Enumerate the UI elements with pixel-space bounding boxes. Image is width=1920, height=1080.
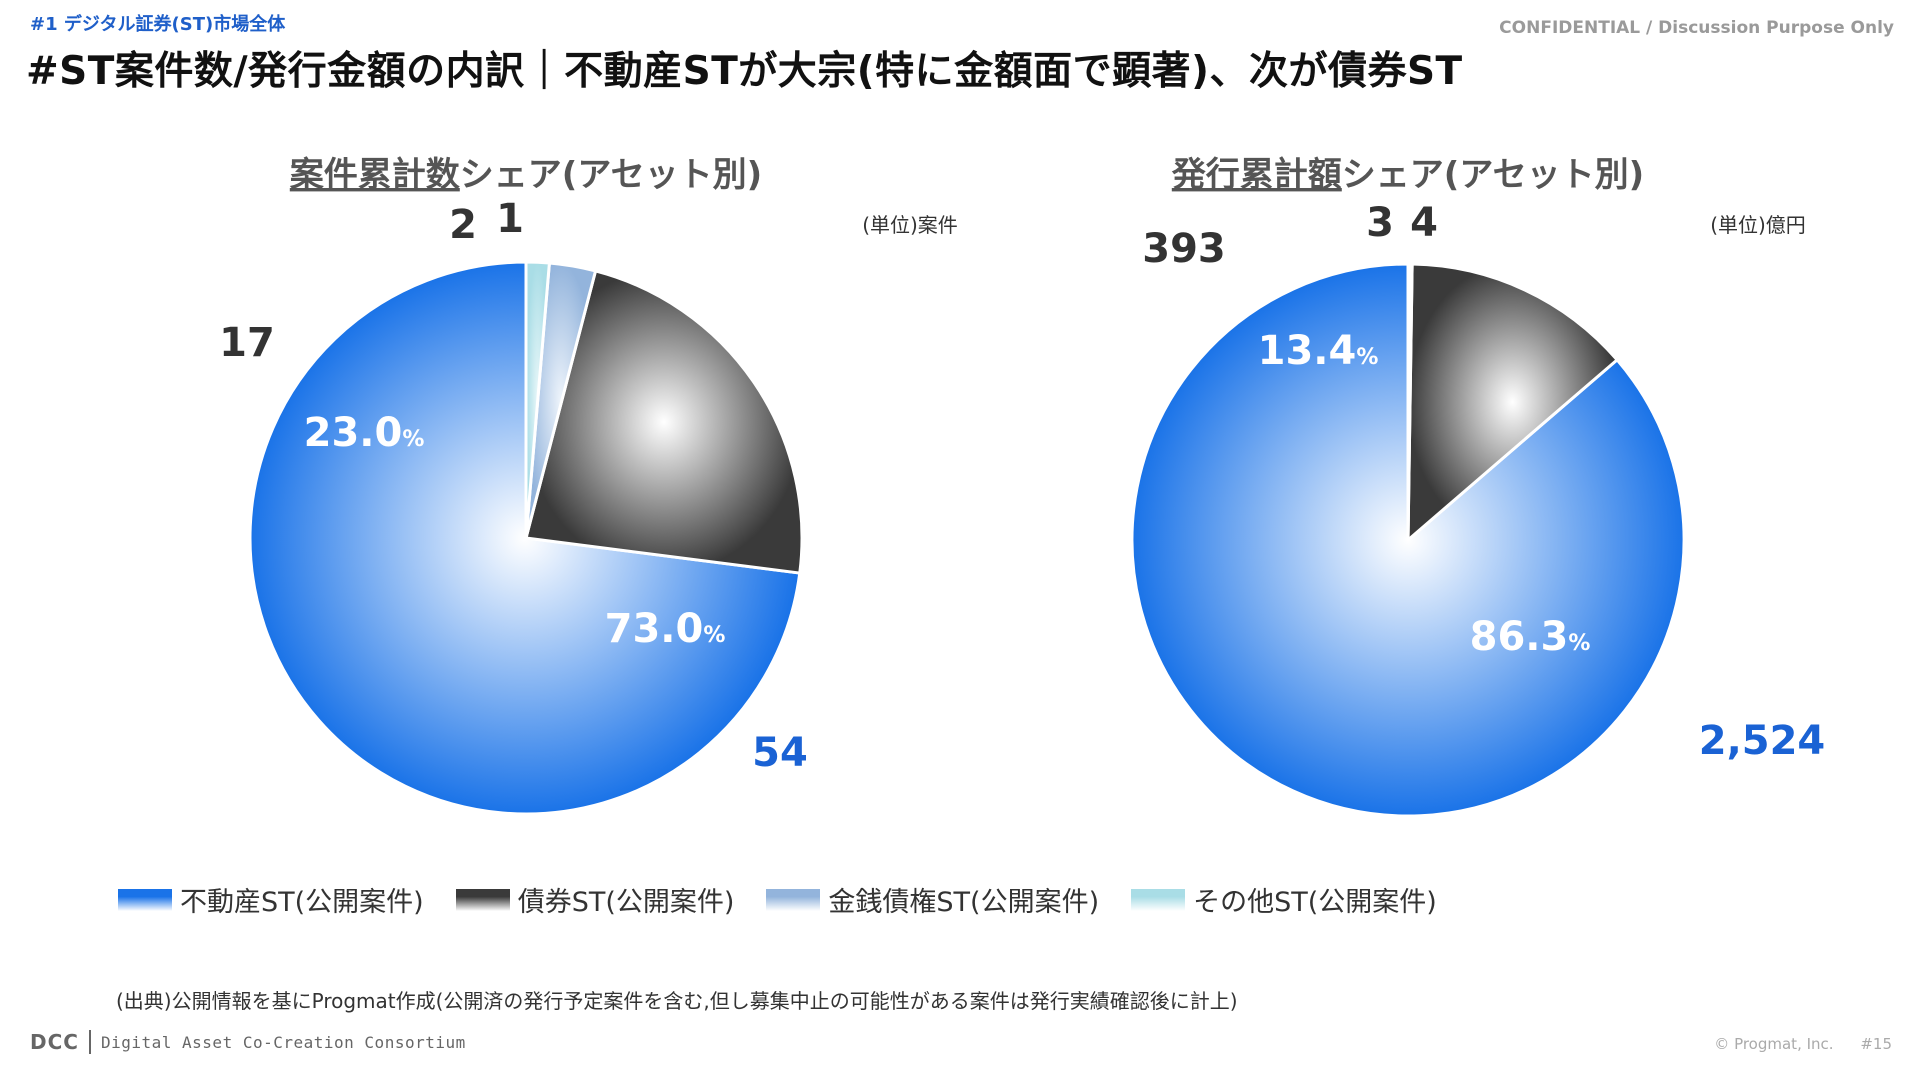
legend: 不動産ST(公開案件) 債券ST(公開案件) 金銭債権ST(公開案件) その他ST(公… [118, 880, 1469, 919]
value-label: 3 [1366, 200, 1394, 246]
legend-swatch [766, 888, 821, 911]
legend-label: 金銭債権ST(公開案件) [828, 887, 1100, 918]
percent-symbol: % [402, 427, 424, 452]
footer-copyright: © Progmat, Inc. #15 [1714, 1035, 1892, 1053]
chart-title-1: 案件累計数シェア(アセット別) [290, 155, 762, 195]
legend-item: 債券ST(公開案件) [455, 880, 735, 919]
pie-slice-bond [1406, 262, 1619, 542]
percent-value: 86.3 [1470, 614, 1569, 660]
value-label: 54 [752, 730, 808, 776]
chart-title-rest: シェア(アセット別) [460, 155, 762, 195]
percent-symbol: % [703, 623, 725, 648]
percent-value: 73.0 [605, 606, 704, 652]
footer-consortium-name: Digital Asset Co-Creation Consortium [100, 1032, 466, 1052]
value-label: 2,524 [1699, 718, 1826, 764]
legend-label: その他ST(公開案件) [1193, 887, 1437, 918]
percent-symbol: % [1568, 631, 1590, 656]
legend-label: 債券ST(公開案件) [517, 887, 735, 918]
footer-brand: DCC [30, 1030, 79, 1054]
percent-label: 86.3% [1470, 614, 1591, 660]
percent-symbol: % [1356, 345, 1378, 370]
footer-logo: DCC Digital Asset Co-Creation Consortium [30, 1030, 466, 1054]
chart-unit-1: (単位)案件 [862, 213, 958, 237]
page-number: #15 [1860, 1035, 1892, 1053]
legend-item: 不動産ST(公開案件) [118, 880, 424, 919]
confidential-label: CONFIDENTIAL / Discussion Purpose Only [1499, 18, 1894, 38]
legend-swatch [455, 888, 510, 911]
pie-slice-other [1406, 262, 1412, 542]
chart-title-rest: シェア(アセット別) [1342, 155, 1644, 195]
chart-title-2: 発行累計額シェア(アセット別) [1172, 155, 1644, 195]
value-label: 17 [219, 320, 275, 366]
legend-item: その他ST(公開案件) [1131, 880, 1437, 919]
section-tag: #1 デジタル証券(ST)市場全体 [30, 14, 286, 35]
value-label: 4 [1410, 200, 1438, 246]
copyright-text: © Progmat, Inc. [1714, 1035, 1834, 1053]
legend-swatch [1131, 888, 1186, 911]
percent-label: 73.0% [605, 606, 726, 652]
legend-swatch [118, 888, 172, 911]
percent-label: 23.0% [304, 410, 425, 456]
footer-divider [88, 1030, 91, 1054]
percent-label: 13.4% [1258, 328, 1379, 374]
percent-value: 23.0 [304, 410, 403, 456]
legend-item: 金銭債権ST(公開案件) [766, 880, 1099, 919]
percent-value: 13.4 [1258, 328, 1357, 374]
source-footnote: (出典)公開情報を基にProgmat作成(公開済の発行予定案件を含む,但し募集中… [116, 989, 1238, 1013]
chart-title-underlined: 発行累計額 [1172, 155, 1342, 195]
pie-slice-other [524, 260, 551, 540]
pie-slice-bond [524, 269, 804, 575]
value-label: 393 [1142, 226, 1226, 272]
value-label: 2 [449, 202, 477, 248]
chart-title-underlined: 案件累計数 [290, 155, 460, 195]
page-title: #ST案件数/発行金額の内訳｜不動産STが大宗(特に金額面で顕著)、次が債券ST [26, 49, 1463, 94]
chart-unit-2: (単位)億円 [1710, 213, 1806, 237]
legend-label: 不動産ST(公開案件) [180, 887, 424, 918]
value-label: 1 [496, 196, 524, 242]
